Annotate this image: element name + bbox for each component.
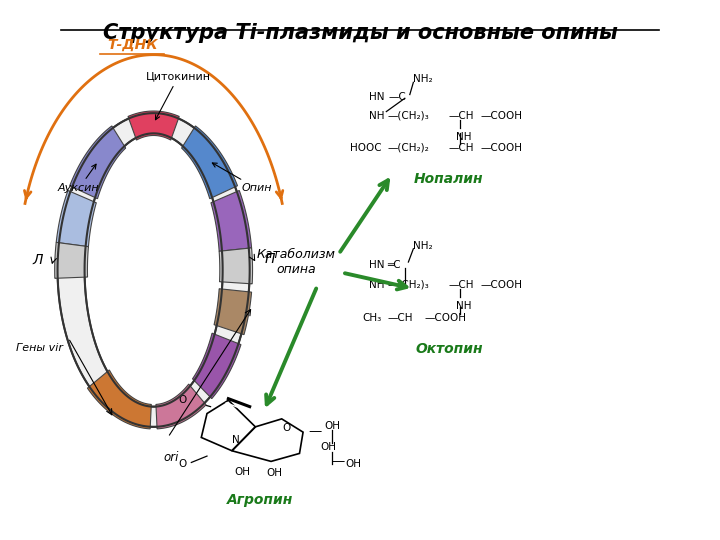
Text: —CH: —CH (387, 313, 413, 323)
Text: NH: NH (369, 111, 385, 121)
Text: Л: Л (32, 252, 42, 266)
Text: OH: OH (321, 442, 337, 452)
Text: Опин: Опин (212, 163, 272, 193)
Text: OH: OH (346, 459, 361, 469)
Text: Нопалин: Нопалин (414, 172, 484, 186)
Polygon shape (128, 111, 179, 140)
Text: NH: NH (456, 132, 472, 142)
Text: —CH: —CH (449, 111, 474, 121)
Text: OH: OH (266, 468, 283, 478)
Polygon shape (211, 191, 251, 251)
Text: NH: NH (456, 301, 472, 311)
Text: —(CH₂)₃: —(CH₂)₃ (387, 280, 429, 290)
Text: Ауксин: Ауксин (58, 164, 99, 193)
Text: Агропин: Агропин (228, 494, 294, 507)
Text: HOOC: HOOC (350, 143, 382, 153)
Text: —CH: —CH (449, 280, 474, 290)
Text: N: N (232, 435, 239, 445)
Text: NH₂: NH₂ (413, 241, 433, 251)
Text: П: П (264, 252, 275, 266)
Text: ori: ori (163, 451, 179, 464)
Text: —: — (331, 455, 345, 468)
Text: —(CH₂)₃: —(CH₂)₃ (387, 111, 429, 121)
Text: —(CH₂)₂: —(CH₂)₂ (387, 143, 429, 153)
Text: HN: HN (369, 260, 385, 269)
Polygon shape (55, 242, 89, 278)
Polygon shape (84, 133, 222, 407)
Text: O: O (179, 395, 187, 405)
Text: CH₃: CH₃ (362, 313, 382, 323)
Polygon shape (214, 289, 251, 335)
Text: OH: OH (235, 467, 251, 477)
Text: —COOH: —COOH (481, 111, 523, 121)
Text: ═C: ═C (387, 260, 400, 269)
Text: OH: OH (325, 421, 341, 431)
Text: —COOH: —COOH (481, 280, 523, 290)
Text: —: — (308, 424, 321, 437)
Polygon shape (192, 333, 241, 399)
Polygon shape (181, 126, 238, 199)
Text: —CH: —CH (449, 143, 474, 153)
Text: Структура Ti-плазмиды и основные опины: Структура Ti-плазмиды и основные опины (102, 23, 618, 43)
Text: —COOH: —COOH (481, 143, 523, 153)
Polygon shape (58, 113, 250, 427)
Text: Гены vir: Гены vir (17, 343, 63, 353)
Text: NH: NH (369, 280, 385, 290)
Polygon shape (56, 191, 96, 247)
Polygon shape (156, 384, 206, 429)
Text: HN: HN (369, 92, 385, 102)
Text: NH₂: NH₂ (413, 73, 433, 84)
Polygon shape (70, 126, 126, 199)
Text: Цитокинин: Цитокинин (146, 71, 211, 120)
Text: Катаболизм
опина: Катаболизм опина (256, 248, 336, 276)
Text: Т-ДНК: Т-ДНК (107, 38, 158, 52)
Text: Октопин: Октопин (415, 342, 483, 356)
Text: O: O (282, 423, 291, 433)
Text: —COOH: —COOH (424, 313, 466, 323)
Polygon shape (219, 248, 253, 284)
Polygon shape (87, 370, 151, 429)
Text: —C: —C (389, 92, 406, 102)
Text: O: O (179, 459, 187, 469)
